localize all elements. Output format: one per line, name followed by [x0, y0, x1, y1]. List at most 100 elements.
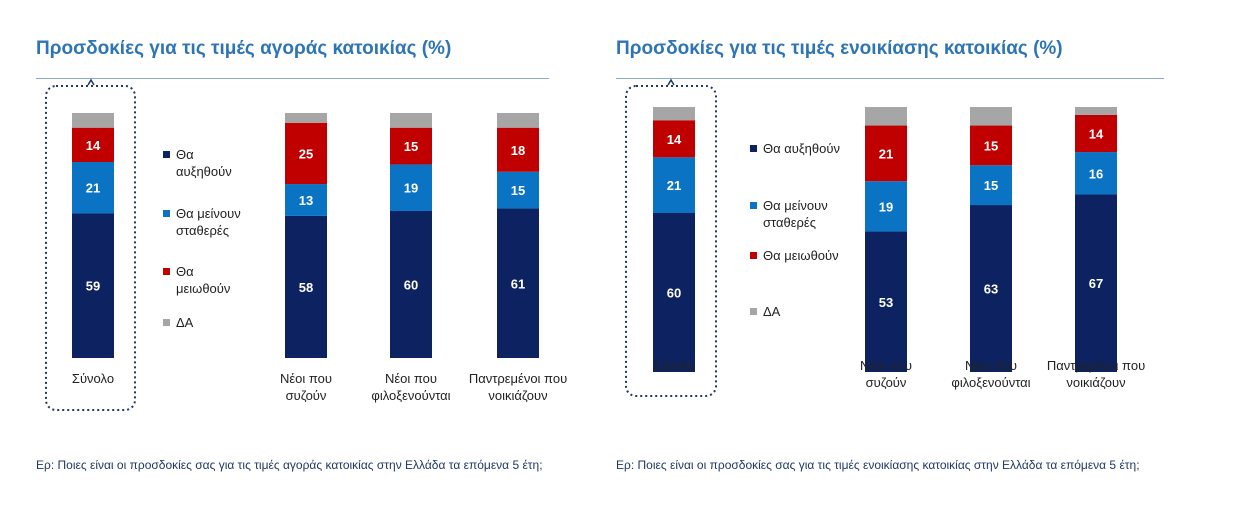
- data-label-decrease: 25: [299, 146, 313, 161]
- legend-label: Θα: [176, 147, 194, 162]
- data-label-stable: 19: [404, 181, 418, 196]
- legend-label: σταθερές: [176, 223, 229, 238]
- category-label: Παντρεμένοι που: [469, 371, 567, 386]
- bar-segment-stable: [970, 165, 1012, 206]
- data-label-stable: 15: [984, 178, 998, 193]
- bar-segment-stable: [285, 184, 327, 216]
- legend-swatch-decrease: [750, 252, 757, 259]
- bar-segment-stable: [390, 164, 432, 211]
- bar-segment-stable: [72, 162, 114, 214]
- chart-title: Προσδοκίες για τις τιμές αγοράς κατοικία…: [36, 38, 452, 59]
- legend-label: σταθερές: [763, 215, 816, 230]
- data-label-stable: 13: [299, 193, 313, 208]
- purchase-price-stacked-bar-chart: 59 21 14 Σύνολο 58 13 25 Νέοι που συζούν 60 19 15 Νέ…: [45, 78, 567, 411]
- data-label-decrease: 15: [404, 139, 418, 154]
- question-footnote: Ερ: Ποιες είναι οι προσδοκίες σας για τι…: [36, 458, 543, 472]
- data-label-increase: 58: [299, 280, 313, 295]
- bar-segment-dk: [497, 113, 539, 128]
- bar-segment-increase: [285, 215, 327, 358]
- legend-label: Θα αυξηθούν: [763, 141, 840, 156]
- legend-label: Θα μειωθούν: [763, 248, 839, 263]
- data-label-stable: 21: [86, 181, 100, 196]
- question-footnote: Ερ: Ποιες είναι οι προσδοκίες σας για τι…: [616, 458, 1140, 472]
- category-label: νοικιάζουν: [1066, 375, 1125, 390]
- bar-segment-dk: [865, 107, 907, 126]
- bar-segment-decrease: [390, 127, 432, 165]
- title-underline: [616, 78, 1164, 79]
- bar-segment-increase: [653, 213, 695, 372]
- bar-segment-stable: [1075, 152, 1117, 195]
- category-label: συζούν: [866, 375, 907, 390]
- category-label: Νέοι που: [860, 358, 912, 373]
- bar-segment-increase: [390, 211, 432, 358]
- legend-swatch-increase: [163, 151, 170, 158]
- data-label-increase: 60: [667, 286, 681, 301]
- legend-swatch-stable: [750, 202, 757, 209]
- data-label-increase: 53: [879, 295, 893, 310]
- bar-segment-decrease: [497, 127, 539, 172]
- data-label-increase: 60: [404, 278, 418, 293]
- legend-swatch-dk: [163, 319, 170, 326]
- bar-segment-stable: [497, 171, 539, 209]
- legend-label: Θα μείνουν: [763, 198, 828, 213]
- data-label-increase: 63: [984, 282, 998, 297]
- legend-label: Θα μείνουν: [176, 206, 241, 221]
- bar-segment-decrease: [1075, 114, 1117, 153]
- bar-segment-dk: [72, 113, 114, 128]
- legend-swatch-stable: [163, 210, 170, 217]
- bar-segment-decrease: [285, 122, 327, 185]
- category-label: Νέοι που: [385, 371, 437, 386]
- data-label-increase: 61: [511, 276, 525, 291]
- bar-segment-dk: [970, 107, 1012, 126]
- data-label-decrease: 15: [984, 138, 998, 153]
- category-label: νοικιάζουν: [488, 388, 547, 403]
- bar-segment-increase: [865, 231, 907, 372]
- category-label: Νέοι που: [965, 358, 1017, 373]
- bar-segment-dk: [285, 113, 327, 123]
- bar-segment-increase: [72, 213, 114, 358]
- bar-segment-dk: [390, 113, 432, 128]
- category-label: Παντρεμένοι που: [1047, 358, 1145, 373]
- outline-notch-mark: [667, 78, 675, 86]
- category-label: φιλοξενούνται: [951, 375, 1030, 390]
- bar-segment-stable: [865, 181, 907, 232]
- rent-price-stacked-bar-chart: 60 21 14 Σύνολο 53 19 21 Νέοι που συζούν 63 15 15 Νέ…: [625, 78, 1145, 397]
- rent-price-expectations-panel: Προσδοκίες για τις τιμές ενοικίασης κατο…: [580, 0, 1164, 517]
- outline-notch-mark: [87, 78, 95, 86]
- bar-segment-increase: [497, 208, 539, 358]
- bar-segment-stable: [653, 157, 695, 213]
- data-label-stable: 21: [667, 178, 681, 193]
- data-label-increase: 59: [86, 279, 100, 294]
- bar-segment-decrease: [865, 125, 907, 182]
- bar-segment-increase: [970, 205, 1012, 372]
- category-label: Σύνολο: [653, 358, 695, 373]
- bar-segment-decrease: [653, 120, 695, 158]
- data-label-decrease: 21: [879, 146, 893, 161]
- legend-swatch-increase: [750, 145, 757, 152]
- chart-title: Προσδοκίες για τις τιμές ενοικίασης κατο…: [616, 38, 1063, 59]
- data-label-decrease: 14: [667, 132, 682, 147]
- category-label: φιλοξενούνται: [371, 388, 450, 403]
- legend-label: ΔΑ: [176, 315, 194, 330]
- data-label-stable: 16: [1089, 166, 1103, 181]
- data-label-stable: 15: [511, 183, 525, 198]
- total-highlight-outline: [45, 85, 136, 411]
- legend-label: αυξηθούν: [176, 164, 232, 179]
- total-highlight-outline: [625, 85, 717, 397]
- title-underline: [36, 78, 549, 79]
- data-label-stable: 19: [879, 199, 893, 214]
- legend-swatch-dk: [750, 308, 757, 315]
- category-label: συζούν: [286, 388, 327, 403]
- data-label-decrease: 18: [511, 143, 525, 158]
- bar-segment-increase: [1075, 194, 1117, 372]
- category-label: Σύνολο: [72, 371, 114, 386]
- purchase-price-expectations-panel: Προσδοκίες για τις τιμές αγοράς κατοικία…: [0, 0, 567, 517]
- data-label-increase: 67: [1089, 276, 1103, 291]
- data-label-decrease: 14: [86, 138, 101, 153]
- legend-label: μειωθούν: [176, 281, 230, 296]
- category-label: Νέοι που: [280, 371, 332, 386]
- bar-segment-dk: [1075, 107, 1117, 115]
- legend-label: Θα: [176, 264, 194, 279]
- bar-segment-decrease: [72, 127, 114, 162]
- bar-segment-decrease: [970, 125, 1012, 166]
